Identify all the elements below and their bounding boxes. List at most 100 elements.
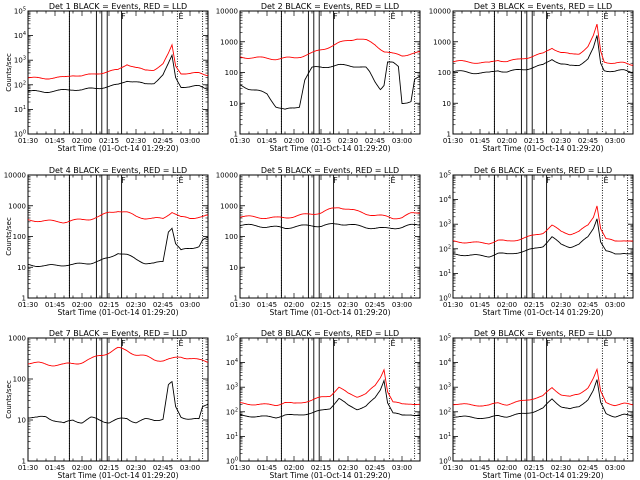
y-tick-label: 102 xyxy=(439,407,451,416)
y-tick-label: 101 xyxy=(439,432,451,441)
panel-title: Det 5 BLACK = Events, RED = LLD xyxy=(261,166,399,175)
x-tick-label: 02:30 xyxy=(126,464,146,472)
y-tick-label: 100 xyxy=(439,457,451,466)
x-tick-label: 02:45 xyxy=(153,301,173,309)
flag-label: E xyxy=(178,12,183,21)
x-tick-label: 01:45 xyxy=(257,137,277,145)
y-tick-label: 104 xyxy=(14,31,26,40)
panel-title: Det 6 BLACK = Events, RED = LLD xyxy=(474,166,612,175)
plot-frame xyxy=(27,174,209,299)
y-tick-label: 104 xyxy=(439,195,451,204)
x-axis-label: Start Time (01-Oct-14 01:29:20) xyxy=(57,471,178,480)
x-tick-label: 02:00 xyxy=(284,464,304,472)
y-tick-label: 100 xyxy=(225,69,238,77)
panel-title: Det 8 BLACK = Events, RED = LLD xyxy=(261,329,399,338)
flag-label: E xyxy=(178,176,183,185)
flag-label: F xyxy=(121,12,126,21)
panel-det-5: 1 10 100 1000 10000 01:30 01:45 02:00 02:15 02:30… xyxy=(216,166,421,317)
x-tick-label: 02:00 xyxy=(72,464,92,472)
x-tick-label: 02:00 xyxy=(284,137,304,145)
y-tick-label: 1 xyxy=(447,131,451,139)
y-tick-label: 103 xyxy=(439,220,451,229)
x-tick-label: 01:45 xyxy=(45,301,65,309)
x-axis-label: Start Time (01-Oct-14 01:29:20) xyxy=(482,144,603,153)
panel-det-4: 1 10 100 1000 10000 01:30 01:45 02:00 02:15 02:30… xyxy=(4,166,209,317)
y-tick-label: 10 xyxy=(442,100,451,108)
lld-series-line xyxy=(28,346,208,367)
y-tick-label: 105 xyxy=(226,334,238,343)
y-tick-label: 105 xyxy=(439,334,451,343)
y-tick-label: 1000 xyxy=(220,202,238,210)
plot-frame xyxy=(27,10,209,135)
x-tick-label: 01:30 xyxy=(18,464,38,472)
y-tick-label: 101 xyxy=(439,269,451,278)
lld-series-line xyxy=(453,23,633,66)
x-tick-label: 02:30 xyxy=(338,137,358,145)
x-axis-label: Start Time (01-Oct-14 01:29:20) xyxy=(57,308,178,317)
events-series-line xyxy=(240,61,420,110)
x-tick-label: 01:45 xyxy=(257,464,277,472)
x-tick-label: 02:15 xyxy=(99,464,119,472)
plot-frame xyxy=(239,337,421,462)
x-tick-label: 02:00 xyxy=(72,301,92,309)
y-tick-label: 1000 xyxy=(220,38,238,46)
x-axis-label: Start Time (01-Oct-14 01:29:20) xyxy=(482,308,603,317)
y-tick-label: 105 xyxy=(439,171,451,180)
panel-title: Det 7 BLACK = Events, RED = LLD xyxy=(49,329,187,338)
y-tick-label: 10000 xyxy=(4,172,26,180)
y-tick-label: 100 xyxy=(438,69,451,77)
flag-label: E xyxy=(603,176,608,185)
events-series-line xyxy=(240,223,420,230)
x-tick-label: 01:45 xyxy=(470,464,490,472)
panel-title: Det 2 BLACK = Events, RED = LLD xyxy=(261,2,399,11)
panel-title: Det 3 BLACK = Events, RED = LLD xyxy=(474,2,612,11)
panel-title: Det 1 BLACK = Events, RED = LLD xyxy=(49,2,187,11)
plot-frame xyxy=(452,10,634,135)
flag-label: E xyxy=(603,339,608,348)
x-tick-label: 02:15 xyxy=(99,137,119,145)
panel-det-7: 1 10 100 1000 01:30 01:45 02:00 02:15 02:30 02:45… xyxy=(5,329,209,480)
panel-title: Det 9 BLACK = Events, RED = LLD xyxy=(474,329,612,338)
y-tick-label: 1 xyxy=(22,295,26,303)
y-tick-label: 104 xyxy=(226,358,238,367)
x-tick-label: 03:00 xyxy=(180,137,200,145)
x-tick-label: 02:30 xyxy=(126,137,146,145)
y-axis-label: Counts/sec xyxy=(5,53,13,92)
x-tick-label: 03:00 xyxy=(180,464,200,472)
y-tick-label: 103 xyxy=(439,383,451,392)
x-tick-label: 02:45 xyxy=(365,137,385,145)
plot-frame xyxy=(239,10,421,135)
x-axis-label: Start Time (01-Oct-14 01:29:20) xyxy=(269,144,390,153)
flag-label: E xyxy=(603,12,608,21)
flag-label: F xyxy=(546,12,551,21)
y-tick-label: 1 xyxy=(234,295,238,303)
x-tick-label: 02:15 xyxy=(524,464,544,472)
y-tick-label: 101 xyxy=(14,105,26,114)
x-tick-label: 01:30 xyxy=(230,464,250,472)
plot-frame xyxy=(452,337,634,462)
plot-frame xyxy=(27,337,209,462)
flag-label: F xyxy=(333,339,338,348)
y-tick-label: 102 xyxy=(226,407,238,416)
x-tick-label: 02:30 xyxy=(551,301,571,309)
x-tick-label: 02:45 xyxy=(365,301,385,309)
x-axis-label: Start Time (01-Oct-14 01:29:20) xyxy=(269,471,390,480)
x-tick-label: 02:45 xyxy=(578,464,598,472)
x-tick-label: 02:15 xyxy=(524,301,544,309)
y-axis-label: Counts/sec xyxy=(5,217,13,256)
y-tick-label: 1000 xyxy=(8,202,26,210)
flag-label: E xyxy=(390,176,395,185)
y-tick-label: 103 xyxy=(14,56,26,65)
x-tick-label: 01:45 xyxy=(470,301,490,309)
lld-series-line xyxy=(240,207,420,220)
x-tick-label: 02:45 xyxy=(578,301,598,309)
panel-title: Det 4 BLACK = Events, RED = LLD xyxy=(49,166,187,175)
flag-label: E xyxy=(178,339,183,348)
x-tick-label: 01:45 xyxy=(257,301,277,309)
y-tick-label: 1 xyxy=(22,458,26,466)
events-series-line xyxy=(453,218,633,258)
x-axis-label: Start Time (01-Oct-14 01:29:20) xyxy=(57,144,178,153)
x-tick-label: 03:00 xyxy=(605,137,625,145)
panel-det-3: 1 10 100 1000 10000 01:30 01:45 02:00 02:15 02:30… xyxy=(429,2,634,153)
